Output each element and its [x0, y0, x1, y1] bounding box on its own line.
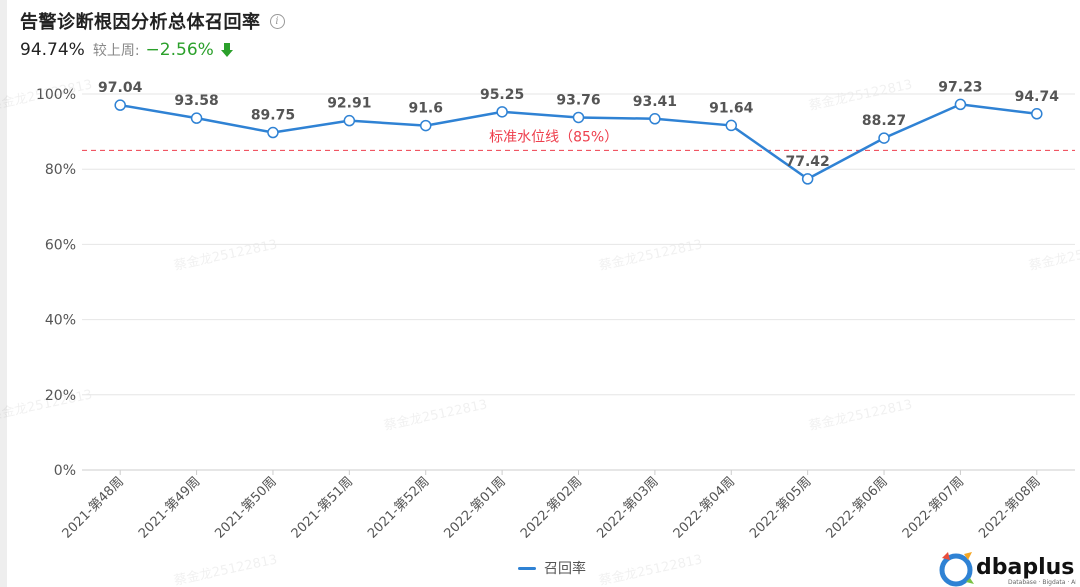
data-point	[954, 98, 967, 111]
y-tick-label: 0%	[54, 463, 76, 479]
x-tick-label: 2022-第05周	[747, 474, 814, 541]
data-point	[343, 114, 356, 127]
chart-title: 告警诊断根因分析总体召回率	[20, 12, 261, 33]
data-label: 93.76	[556, 92, 600, 108]
data-point	[878, 132, 890, 144]
info-icon[interactable]: i	[269, 13, 285, 29]
data-label: 91.64	[709, 100, 754, 116]
arrow-down-icon	[220, 43, 233, 57]
data-point	[801, 173, 814, 185]
x-tick-label: 2021-第48周	[60, 474, 127, 541]
svg-text:dbaplus: dbaplus	[976, 555, 1074, 580]
watermark-text: 蔡金龙25122813	[1028, 236, 1080, 274]
legend-swatch	[518, 566, 536, 570]
svg-text:Database · Bigdata · AIOps: Database · Bigdata · AIOps	[1008, 579, 1076, 586]
watermark-text: 蔡金龙25122813	[173, 551, 279, 587]
data-point	[572, 111, 585, 124]
dbaplus-logo: dbaplus Database · Bigdata · AIOps	[939, 552, 1076, 587]
data-label: 93.41	[633, 94, 677, 110]
watermark-text: 蔡金龙25122813	[383, 396, 489, 434]
kpi-value: 94.74%	[20, 40, 85, 60]
data-label: 92.91	[327, 96, 371, 112]
data-point	[725, 119, 738, 132]
x-tick-label: 2022-第02周	[518, 474, 585, 541]
reference-line-label: 标准水位线（85%）	[489, 129, 618, 145]
data-label: 97.04	[98, 80, 143, 96]
kpi-compare-label: 较上周:	[92, 43, 140, 59]
legend-label: 召回率	[544, 561, 586, 577]
data-label: 94.74	[1015, 89, 1060, 105]
data-point	[190, 112, 203, 124]
watermark-text: 蔡金龙25122813	[598, 551, 704, 587]
data-point	[267, 126, 279, 139]
data-label: 89.75	[251, 108, 295, 124]
x-tick-label: 2022-第07周	[900, 474, 967, 541]
y-tick-label: 20%	[45, 388, 76, 404]
data-label: 95.25	[480, 87, 524, 103]
data-point	[1031, 108, 1043, 120]
data-point	[649, 113, 661, 125]
chart-header: 告警诊断根因分析总体召回率 i 94.74% 较上周: −2.56%	[20, 6, 285, 64]
x-tick-label: 2021-第51周	[289, 474, 356, 541]
y-tick-label: 100%	[36, 87, 76, 103]
data-label: 93.58	[174, 93, 218, 109]
x-tick-label: 2022-第01周	[442, 474, 509, 541]
x-tick-label: 2022-第03周	[594, 474, 661, 541]
y-tick-label: 40%	[45, 313, 76, 329]
data-point	[419, 119, 432, 132]
watermark-text: 蔡金龙25122813	[598, 236, 704, 274]
kpi-change: −2.56%	[145, 40, 214, 60]
left-border	[0, 0, 7, 587]
watermark-text: 蔡金龙25122813	[173, 236, 279, 274]
x-tick-label: 2022-第04周	[671, 474, 738, 541]
legend[interactable]: 召回率	[518, 558, 586, 578]
data-point	[114, 99, 126, 111]
x-tick-label: 2021-第49周	[136, 474, 203, 541]
y-tick-label: 80%	[45, 162, 76, 178]
data-label: 97.23	[938, 79, 982, 95]
data-label: 77.42	[786, 154, 830, 170]
x-tick-label: 2022-第08周	[976, 474, 1043, 541]
y-tick-label: 60%	[45, 237, 76, 253]
data-label: 88.27	[862, 113, 906, 129]
watermark-text: 蔡金龙25122813	[808, 76, 914, 114]
x-tick-label: 2022-第06周	[823, 474, 890, 541]
x-tick-label: 2021-第50周	[212, 474, 279, 541]
data-point	[496, 106, 508, 118]
data-label: 91.6	[408, 101, 443, 117]
x-tick-label: 2021-第52周	[365, 474, 432, 541]
watermark-text: 蔡金龙25122813	[808, 396, 914, 434]
